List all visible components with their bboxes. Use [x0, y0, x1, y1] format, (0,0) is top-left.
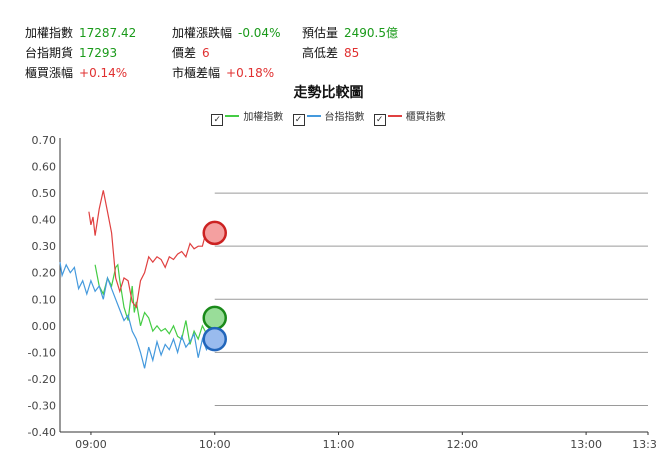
stat-label: 預估量 [302, 26, 339, 40]
stat-value: 17287.42 [79, 26, 137, 40]
legend-item-futures[interactable]: ✓ 台指指數 [292, 108, 365, 126]
end-marker-futures [202, 326, 227, 352]
legend-label: 台指指數 [324, 112, 365, 123]
chart-legend: ✓ 加權指數 ✓ 台指指數 ✓ 櫃買指數 [0, 108, 657, 126]
stat-label: 櫃買漲幅 [25, 66, 74, 80]
x-tick-label: 10:00 [199, 438, 231, 451]
y-tick-label: -0.20 [28, 373, 56, 386]
legend-swatch-taiex [225, 115, 240, 117]
y-tick-label: 0.00 [32, 320, 57, 333]
stat-label: 加權指數 [25, 26, 74, 40]
stat-estimated-volume: 預估量 2490.5億 [302, 25, 398, 41]
stat-high-low: 高低差 85 [302, 45, 359, 61]
y-tick-label: 0.50 [32, 187, 57, 200]
stat-otc-change: 櫃買漲幅 +0.14% [25, 65, 127, 81]
legend-swatch-otc [387, 115, 402, 117]
chart-title: 走勢比較圖 [293, 85, 364, 101]
stat-taiex-change: 加權漲跌幅 -0.04% [172, 25, 280, 41]
x-tick-label: 12:00 [446, 438, 478, 451]
legend-checkbox-otc[interactable]: ✓ [373, 114, 386, 126]
stat-taiex-index: 加權指數 17287.42 [25, 25, 136, 41]
legend-swatch-futures [306, 115, 321, 117]
y-tick-label: -0.30 [28, 399, 56, 412]
x-tick-label: 13:30 [632, 438, 657, 451]
series-line-futures [59, 262, 216, 369]
stat-value: 85 [344, 46, 360, 60]
stat-market-otc-diff: 市櫃差幅 +0.18% [172, 65, 274, 81]
stat-value: 2490.5億 [344, 26, 399, 40]
legend-checkbox-futures[interactable]: ✓ [292, 114, 305, 126]
stat-label: 價差 [172, 46, 197, 60]
stat-label: 高低差 [302, 46, 339, 60]
y-tick-label: 0.60 [32, 161, 57, 174]
legend-label: 加權指數 [243, 112, 284, 123]
y-tick-label: 0.70 [32, 134, 57, 147]
stat-value: +0.18% [226, 66, 275, 80]
quote-stats-panel: 加權指數 17287.42 加權漲跌幅 -0.04% 預估量 2490.5億 台指期貨… [0, 0, 657, 80]
stat-spread: 價差 6 [172, 45, 210, 61]
end-marker-otc [202, 220, 227, 246]
legend-item-otc[interactable]: ✓ 櫃買指數 [373, 108, 446, 126]
stat-label: 加權漲跌幅 [172, 26, 233, 40]
x-tick-label: 09:00 [75, 438, 107, 451]
stat-value: 17293 [79, 46, 118, 60]
x-tick-label: 13:00 [570, 438, 602, 451]
y-tick-label: 0.30 [32, 240, 57, 253]
stat-value: -0.04% [238, 26, 281, 40]
y-tick-label: 0.20 [32, 267, 57, 280]
end-marker-taiex [202, 305, 227, 331]
y-tick-label: 0.40 [32, 214, 57, 227]
y-tick-label: 0.10 [32, 293, 57, 306]
legend-item-taiex[interactable]: ✓ 加權指數 [211, 108, 283, 126]
legend-checkbox-taiex[interactable]: ✓ [211, 114, 224, 126]
x-tick-label: 11:00 [323, 438, 355, 451]
stat-value: +0.14% [79, 66, 128, 80]
y-tick-label: -0.40 [28, 426, 56, 439]
series-line-otc [88, 190, 216, 309]
stat-value: 6 [202, 46, 210, 60]
stat-label: 台指期貨 [25, 46, 74, 60]
stat-futures: 台指期貨 17293 [25, 45, 117, 61]
y-tick-label: -0.10 [28, 346, 56, 359]
stat-label: 市櫃差幅 [172, 66, 221, 80]
series-line-taiex [94, 263, 216, 345]
legend-label: 櫃買指數 [405, 112, 446, 123]
